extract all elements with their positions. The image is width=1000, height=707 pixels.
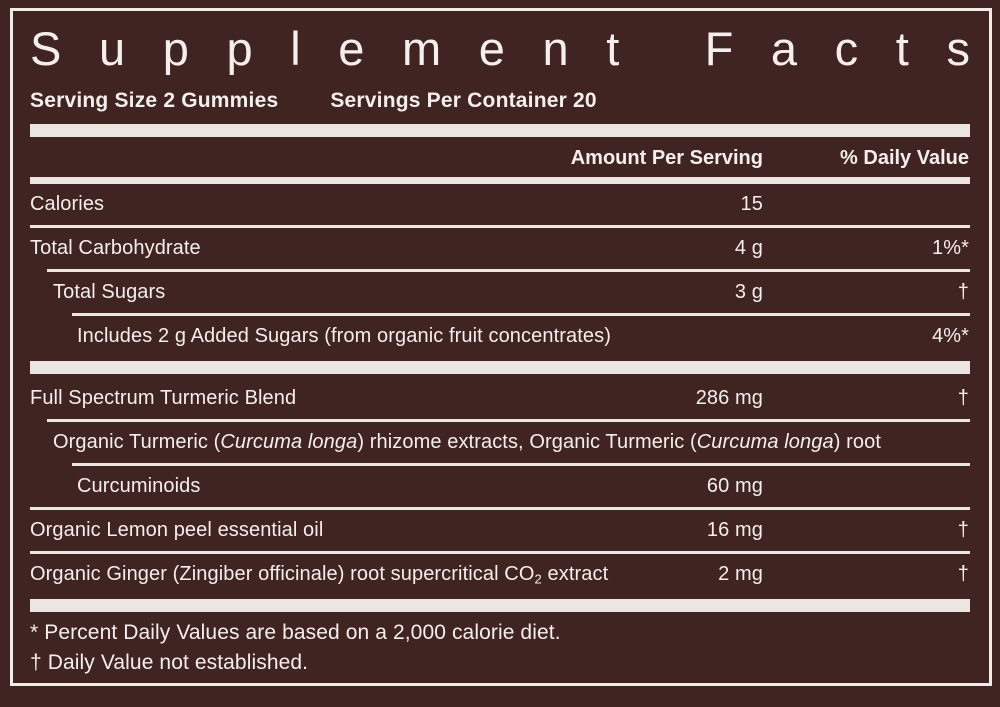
title-letter: p bbox=[226, 21, 253, 75]
table-row: Organic Ginger (Zingiber officinale) roo… bbox=[30, 554, 970, 595]
serving-size-text: Serving Size 2 Gummies bbox=[30, 89, 279, 112]
row-daily-value: † bbox=[957, 387, 969, 409]
latin-name-italic: Curcuma longa bbox=[220, 431, 358, 453]
row-amount: 15 bbox=[740, 193, 763, 215]
table-row: Includes 2 g Added Sugars (from organic … bbox=[30, 316, 970, 357]
title-letter: l bbox=[290, 21, 301, 75]
row-name: Organic Lemon peel essential oil bbox=[30, 519, 553, 542]
table-row: Organic Turmeric (Curcuma longa) rhizome… bbox=[30, 422, 970, 463]
title-letter: t bbox=[606, 21, 620, 75]
row-name: Total Sugars bbox=[30, 281, 553, 304]
title-letter: m bbox=[402, 21, 442, 75]
row-daily-value: 4%* bbox=[932, 325, 969, 347]
table-row: Curcuminoids 60 mg bbox=[30, 466, 970, 507]
row-daily-value: † bbox=[957, 563, 969, 585]
ingredient-text: Total Carbohydrate bbox=[30, 237, 201, 259]
row-amount: 60 mg bbox=[706, 475, 763, 497]
row-amount: 2 mg bbox=[718, 563, 763, 585]
footnote-dv-not-established: † Daily Value not established. bbox=[30, 651, 309, 675]
section-bar bbox=[30, 124, 970, 137]
section-bar bbox=[30, 599, 970, 612]
table-row: Organic Lemon peel essential oil 16 mg † bbox=[30, 510, 970, 551]
column-headers: Amount Per Serving % Daily Value bbox=[30, 137, 970, 170]
row-separator bbox=[30, 507, 970, 510]
header-rule bbox=[30, 177, 970, 184]
ingredient-text: Organic Turmeric ( bbox=[53, 431, 221, 453]
ingredient-text: Organic Lemon peel essential oil bbox=[30, 519, 324, 541]
column-header-spacer bbox=[30, 147, 553, 170]
row-separator bbox=[72, 463, 970, 466]
ingredient-text: Calories bbox=[30, 193, 105, 215]
row-separator bbox=[30, 225, 970, 228]
row-amount: 4 g bbox=[734, 237, 763, 259]
ingredient-text: Total Sugars bbox=[53, 281, 166, 303]
title-letter: a bbox=[770, 21, 798, 75]
title-letter: u bbox=[98, 21, 126, 75]
row-name: Organic Turmeric (Curcuma longa) rhizome… bbox=[30, 431, 969, 454]
table-row: Total Sugars 3 g † bbox=[30, 272, 970, 313]
row-amount: 16 mg bbox=[706, 519, 763, 541]
ingredient-text: Full Spectrum Turmeric Blend bbox=[30, 387, 297, 409]
row-separator bbox=[72, 313, 970, 316]
title-letter: e bbox=[478, 21, 505, 75]
ingredient-text: Organic Ginger (Zingiber officinale) roo… bbox=[30, 563, 535, 585]
nutrition-table: Calories 15 Total Carbohydrate 4 g 1%* Total … bbox=[30, 184, 970, 595]
row-separator bbox=[47, 419, 970, 422]
title-letter: s bbox=[946, 21, 970, 75]
table-row: Total Carbohydrate 4 g 1%* bbox=[30, 228, 970, 269]
ingredient-text: Includes 2 g Added Sugars (from organic … bbox=[77, 325, 611, 347]
row-amount: 286 mg bbox=[695, 387, 763, 409]
ingredient-text: extract bbox=[541, 563, 609, 585]
title-letter: p bbox=[162, 21, 189, 75]
row-daily-value: † bbox=[957, 519, 969, 541]
servings-per-container-text: Servings Per Container 20 bbox=[330, 89, 597, 112]
row-daily-value: 1%* bbox=[932, 237, 969, 259]
row-daily-value: † bbox=[957, 281, 969, 303]
row-name: Full Spectrum Turmeric Blend bbox=[30, 387, 553, 410]
column-header-amount: Amount Per Serving bbox=[570, 147, 763, 169]
row-name: Curcuminoids bbox=[30, 475, 553, 498]
row-separator bbox=[47, 269, 970, 272]
title-letter: F bbox=[704, 21, 734, 75]
title-letter: c bbox=[834, 21, 859, 75]
row-name: Includes 2 g Added Sugars (from organic … bbox=[30, 325, 763, 348]
title-letter: e bbox=[338, 21, 365, 75]
ingredient-text: 2 bbox=[534, 571, 542, 587]
title-letter: S bbox=[30, 21, 62, 75]
row-name: Total Carbohydrate bbox=[30, 237, 553, 260]
ingredient-text: Curcuminoids bbox=[77, 475, 201, 497]
footnote-percent-daily-value: * Percent Daily Values are based on a 2,… bbox=[30, 621, 561, 644]
row-separator bbox=[30, 551, 970, 554]
ingredient-text: ) rhizome extracts, Organic Turmeric ( bbox=[357, 431, 697, 453]
column-header-daily-value: % Daily Value bbox=[840, 147, 969, 169]
title-letter: t bbox=[895, 21, 909, 75]
row-name: Calories bbox=[30, 193, 553, 216]
title-letter: n bbox=[542, 21, 569, 75]
footnotes: * Percent Daily Values are based on a 2,… bbox=[30, 618, 970, 679]
serving-info: Serving Size 2 Gummies Servings Per Cont… bbox=[30, 89, 970, 113]
row-name: Organic Ginger (Zingiber officinale) roo… bbox=[30, 563, 608, 587]
section-bar bbox=[30, 361, 970, 374]
latin-name-italic: Curcuma longa bbox=[696, 431, 834, 453]
row-amount: 3 g bbox=[734, 281, 763, 303]
ingredient-text: ) root bbox=[833, 431, 881, 453]
table-row: Full Spectrum Turmeric Blend 286 mg † bbox=[30, 378, 970, 419]
table-row: Calories 15 bbox=[30, 184, 970, 225]
